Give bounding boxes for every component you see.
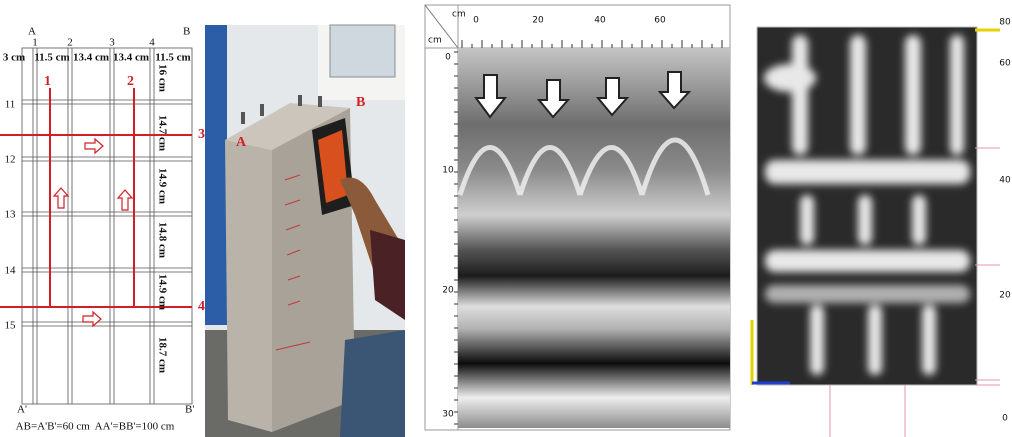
row-number: 14 — [5, 265, 17, 277]
y-tick-label: 30 — [442, 410, 454, 420]
y-tick-label: 0 — [445, 53, 451, 63]
row-spacing: 14.8 cm — [156, 222, 168, 258]
scan-line-label: 3 — [198, 127, 205, 142]
figure: A B A' B' AB=A'B'=60 cm AA'=BB'=100 cm 1… — [0, 0, 1012, 437]
caption: AB=A'B'=60 cm AA'=BB'=100 cm — [16, 421, 175, 433]
column-number: 4 — [149, 37, 155, 49]
row-spacing: 14.7 cm — [156, 115, 168, 151]
column-width: 13.4 cm — [73, 52, 109, 64]
row-spacing: 14.9 cm — [156, 274, 168, 310]
scan-line-label: 2 — [127, 74, 134, 89]
corner-label: B — [183, 26, 190, 38]
column-width: 11.5 cm — [155, 52, 190, 64]
row-spacing: 18.7 cm — [156, 337, 168, 373]
column-number: 2 — [67, 37, 73, 49]
y-tick-label: 40 — [999, 176, 1011, 186]
radargram: cm cm 0 20 40 60 0 10 20 30 — [425, 5, 730, 430]
x-tick-label: 60 — [654, 16, 666, 26]
axis-unit: cm — [452, 10, 466, 20]
schematic: A B A' B' AB=A'B'=60 cm AA'=BB'=100 cm 1… — [0, 26, 205, 433]
row-spacing: 14.9 cm — [156, 168, 168, 204]
column-width: 3 cm — [3, 52, 25, 64]
y-tick-label: 80 — [999, 18, 1011, 28]
scan-line-label: 4 — [198, 299, 205, 314]
column-number: 1 — [32, 37, 38, 49]
x-tick-label: 20 — [532, 16, 544, 26]
y-tick-label: 20 — [999, 291, 1011, 301]
row-number: 12 — [5, 154, 16, 166]
row-spacing: 16 cm — [156, 64, 168, 92]
y-tick-label: 60 — [999, 59, 1011, 69]
y-tick-label: 10 — [442, 166, 454, 176]
row-number: 11 — [5, 99, 16, 111]
y-tick-label: 0 — [1002, 414, 1008, 424]
corner-label: A' — [17, 404, 27, 416]
axis-unit: cm — [428, 36, 442, 46]
photo: A B — [205, 25, 405, 437]
row-number: 13 — [5, 209, 17, 221]
photo-label: B — [356, 95, 365, 110]
scan-line-label: 1 — [44, 74, 51, 89]
photo-label: A — [236, 135, 247, 150]
y-tick-label: 20 — [442, 286, 454, 296]
corner-label: B' — [185, 404, 194, 416]
column-width: 13.4 cm — [113, 52, 149, 64]
x-tick-label: 40 — [594, 16, 606, 26]
column-width: 11.5 cm — [34, 52, 69, 64]
cscan: 80 60 40 20 0 — [752, 18, 1011, 437]
x-tick-label: 0 — [473, 16, 479, 26]
column-number: 3 — [109, 37, 115, 49]
row-number: 15 — [5, 320, 17, 332]
